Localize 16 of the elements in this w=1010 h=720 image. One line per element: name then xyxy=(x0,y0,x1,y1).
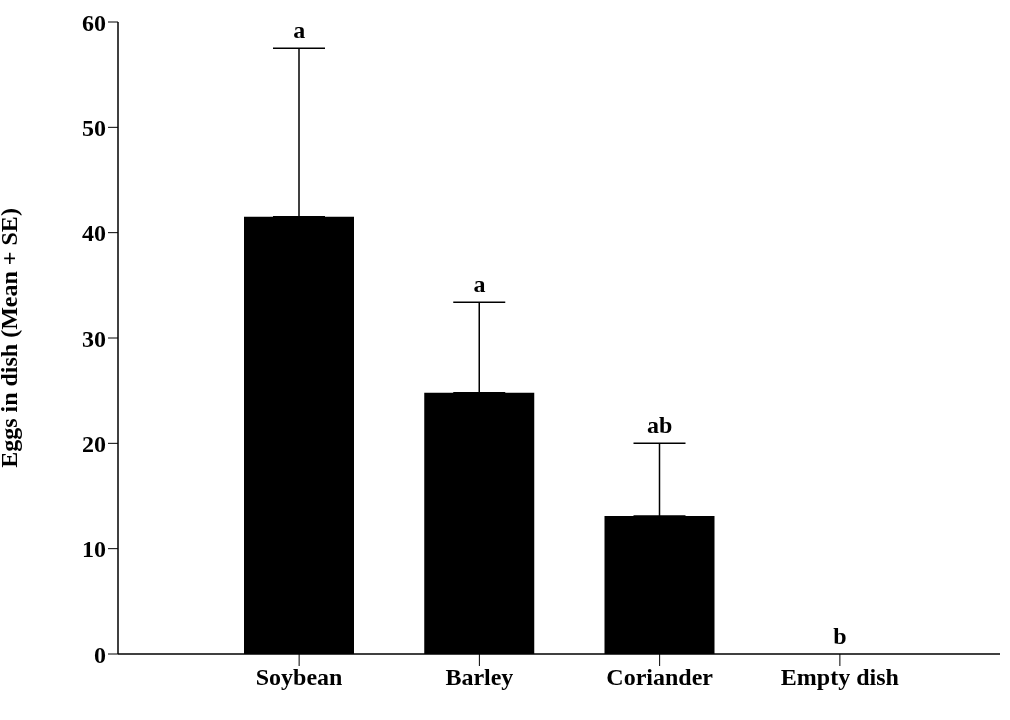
y-tick-label: 0 xyxy=(94,641,106,668)
y-tick-label: 40 xyxy=(82,220,106,247)
annotation: a xyxy=(473,271,486,298)
x-tick-label: Coriander xyxy=(606,664,714,691)
y-tick-label: 50 xyxy=(82,114,106,141)
y-tick-label: 60 xyxy=(82,9,106,36)
annotation: a xyxy=(293,17,306,44)
y-tick-label: 10 xyxy=(82,536,106,563)
x-tick-label: Barley xyxy=(445,664,514,691)
x-tick-label: Empty dish xyxy=(780,664,899,691)
annotation: b xyxy=(833,623,847,649)
y-axis-title: Eggs in dish (Mean + SE) xyxy=(0,208,22,468)
y-tick-label: 20 xyxy=(82,430,106,457)
y-tick-label: 30 xyxy=(82,325,106,352)
annotation: ab xyxy=(646,412,673,439)
x-tick-label: Soybean xyxy=(255,664,343,691)
